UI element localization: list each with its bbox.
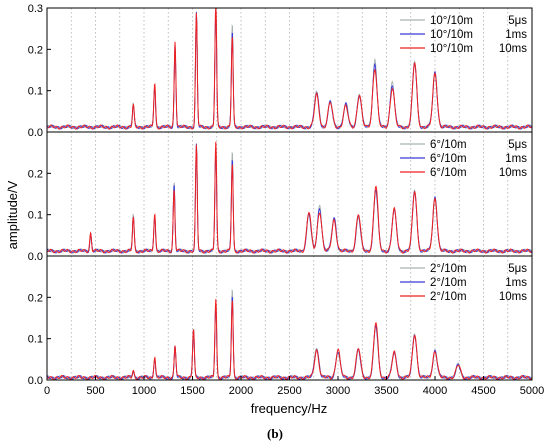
- legend: 2°/10m 5μs 2°/10m 1ms 2°/10m 10ms: [400, 263, 527, 303]
- y-tick-label: 0.1: [28, 86, 43, 98]
- legend-time: 5μs: [508, 139, 527, 151]
- y-tick-label: 0.0: [28, 251, 43, 263]
- y-axis-label: amplitude/V: [5, 180, 20, 249]
- x-tick-label: 3000: [326, 385, 350, 397]
- legend-label: 2°/10m: [430, 291, 467, 303]
- x-tick-label: 4500: [471, 385, 495, 397]
- legend-label: 10°/10m: [430, 29, 473, 41]
- x-tick-label: 2500: [277, 385, 301, 397]
- y-tick-label: 0.1: [28, 210, 43, 222]
- legend-time: 10ms: [499, 167, 527, 179]
- y-tick-label: 0.0: [28, 375, 43, 387]
- series-line-2: [46, 296, 533, 381]
- legend: 6°/10m 5μs 6°/10m 1ms 6°/10m 10ms: [400, 139, 527, 179]
- legend-time: 1ms: [505, 153, 527, 165]
- legend-time: 1ms: [505, 277, 527, 289]
- x-tick-label: 1500: [180, 385, 204, 397]
- x-tick-label: 4000: [423, 385, 447, 397]
- x-tick-label: 2000: [229, 385, 253, 397]
- legend-label: 6°/10m: [430, 167, 467, 179]
- series-line-2: [46, 143, 532, 254]
- series-line-2: [46, 9, 532, 130]
- x-tick-label: 5000: [520, 385, 544, 397]
- legend-time: 10ms: [499, 291, 527, 303]
- x-axis-label: frequency/Hz: [251, 401, 328, 416]
- y-tick-label: 0.1: [28, 334, 43, 346]
- legend-label: 2°/10m: [430, 263, 467, 275]
- panel-2: 0.0 0.1 0.2 6°/10m 5μs 6°/10m 1ms 6°/10m 10ms: [28, 131, 533, 263]
- legend-label: 6°/10m: [430, 153, 467, 165]
- x-tick-label: 1000: [132, 385, 156, 397]
- legend-time: 5μs: [508, 15, 527, 27]
- legend-time: 1ms: [505, 29, 527, 41]
- series-line-3: [46, 7, 533, 130]
- legend-time: 5μs: [508, 263, 527, 275]
- y-tick-label: 0.0: [28, 127, 43, 139]
- legend: 10°/10m 5μs 10°/10m 1ms 10°/10m 10ms: [400, 15, 527, 55]
- x-axis: 0 500 1000 1500 2000 2500 3000 3500 4000 4500 5000: [44, 376, 544, 397]
- x-tick-label: 500: [86, 385, 104, 397]
- legend-label: 10°/10m: [430, 43, 473, 55]
- y-tick-label: 0.2: [28, 168, 43, 180]
- legend-time: 10ms: [499, 43, 527, 55]
- y-tick-label: 0.3: [28, 3, 43, 15]
- y-tick-label: 0.2: [28, 292, 43, 304]
- figure-caption: (b): [267, 426, 283, 441]
- series-line-3: [46, 141, 533, 254]
- x-tick-label: 3500: [374, 385, 398, 397]
- legend-label: 10°/10m: [430, 15, 473, 27]
- legend-label: 6°/10m: [430, 139, 467, 151]
- x-tick-label: 0: [44, 385, 50, 397]
- y-tick-label: 0.2: [28, 44, 43, 56]
- panel-3: 0.0 0.1 0.2 2°/10m 5μs 2°/10m 1ms 2°/10m 10ms: [28, 255, 533, 387]
- legend-label: 2°/10m: [430, 277, 467, 289]
